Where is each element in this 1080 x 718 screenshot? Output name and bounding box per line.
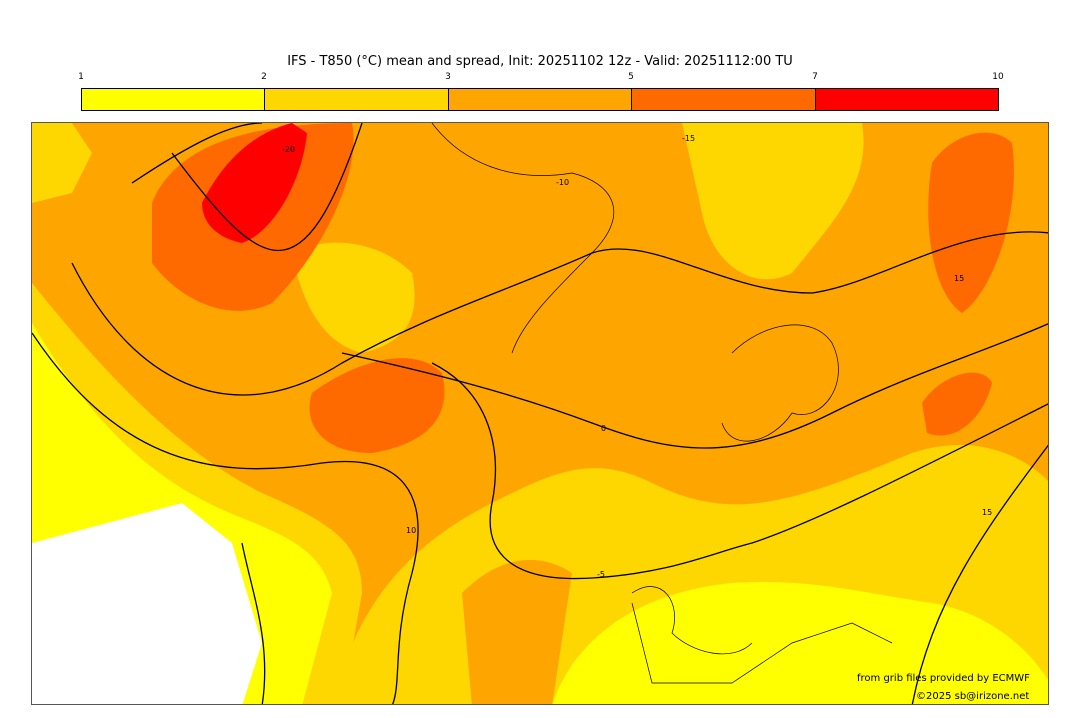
contour-label: 10 [406, 526, 416, 535]
spread-field-7-10 [202, 123, 307, 243]
no-data-area [32, 503, 262, 704]
contour-label: 0 [601, 424, 606, 433]
scale-band-3-5 [448, 89, 633, 110]
source-credit: from grib files provided by ECMWF [857, 673, 1030, 684]
chart-title: IFS - T850 (°C) mean and spread, Init: 2… [287, 54, 793, 69]
map-panel[interactable]: -10 15 0 -5 10 -15 15 -20 [31, 122, 1049, 705]
scale-band-5-7 [632, 89, 816, 110]
spread-map: -10 15 0 -5 10 -15 15 -20 [32, 123, 1048, 704]
coastlines [431, 123, 893, 684]
scale-band-1-2 [82, 89, 266, 110]
spread-field-5-7 [928, 132, 1014, 313]
scale-tick: 10 [992, 72, 1004, 82]
scale-tick: 3 [445, 72, 451, 82]
scale-tick: 5 [628, 72, 634, 82]
spread-field-5-7 [922, 372, 992, 436]
scale-band-2-3 [265, 89, 449, 110]
contour-label: -10 [556, 178, 569, 187]
copyright-credit: ©2025 sb@irizone.net [916, 691, 1030, 702]
scale-tick: 7 [812, 72, 818, 82]
scale-tick: 2 [261, 72, 267, 82]
spread-field-5-7 [309, 358, 445, 453]
spread-field-1-2 [552, 582, 1048, 704]
spread-field-3-5 [462, 559, 572, 704]
isotherm-contours [32, 123, 1048, 704]
contour-label: -15 [682, 134, 695, 143]
spread-field-2-3 [292, 242, 415, 353]
contour-label: 15 [954, 274, 964, 283]
color-scale-bar [81, 88, 999, 111]
contour-labels: -10 15 0 -5 10 -15 15 -20 [282, 134, 992, 579]
scale-tick: 1 [78, 72, 84, 82]
scale-band-7-10 [815, 89, 999, 110]
spread-field-2-3 [682, 123, 864, 280]
contour-label: -5 [597, 570, 605, 579]
contour-label: 15 [982, 508, 992, 517]
spread-field-2-3 [32, 123, 92, 203]
contour-label: -20 [282, 145, 295, 154]
